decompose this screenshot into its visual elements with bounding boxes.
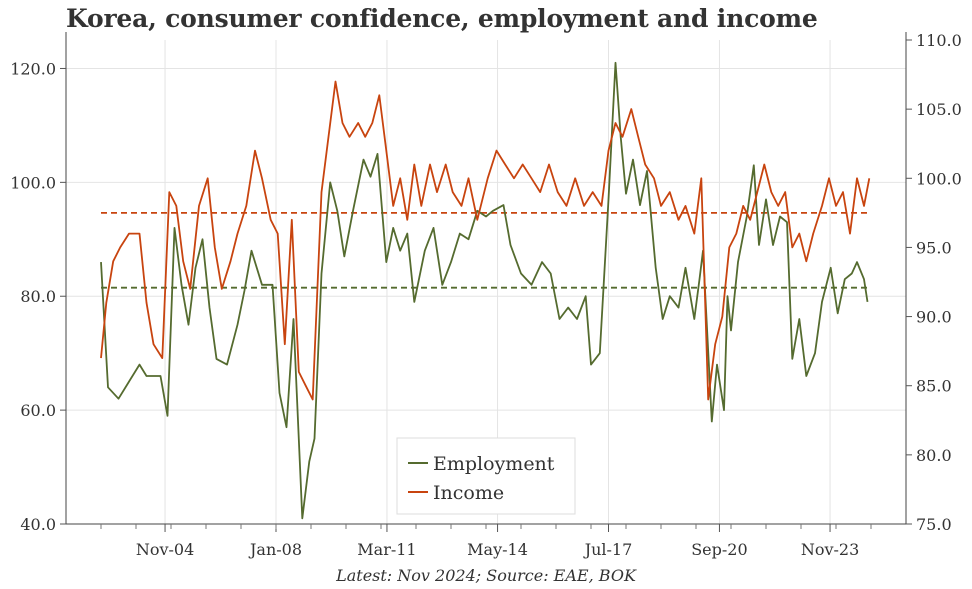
left-tick-label: 60.0 [20, 401, 56, 420]
right-tick-label: 75.0 [916, 515, 952, 534]
x-tick-label: Nov-23 [801, 540, 859, 559]
right-tick-label: 85.0 [916, 377, 952, 396]
series-lines [100, 61, 871, 520]
x-axis-ticks: Nov-04 Jan-08 Mar-11 May-14 Jul-17 Sep-20 Nov-… [100, 524, 872, 559]
right-tick-label: 110.0 [916, 31, 962, 50]
series-line-income [100, 80, 871, 401]
series-line-employment [100, 61, 869, 520]
legend-label-employment: Employment [433, 453, 555, 475]
chart-title: Korea, consumer confidence, employment a… [66, 4, 818, 33]
left-tick-label: 100.0 [10, 173, 56, 192]
x-tick-label: Sep-20 [691, 540, 747, 559]
grid-lines [66, 40, 906, 525]
right-tick-label: 100.0 [916, 169, 962, 188]
legend: Employment Income [396, 437, 576, 515]
x-tick-label: Jul-17 [583, 540, 633, 559]
right-tick-label: 90.0 [916, 308, 952, 327]
legend-label-income: Income [433, 482, 504, 504]
legend-box [396, 437, 576, 515]
right-tick-label: 105.0 [916, 100, 962, 119]
x-tick-label: Jan-08 [248, 540, 302, 559]
right-tick-label: 80.0 [916, 446, 952, 465]
right-axis-ticks: 75.0 80.0 85.0 90.0 95.0 100.0 105.0 110.0 [906, 31, 962, 534]
right-tick-label: 95.0 [916, 238, 952, 257]
x-tick-label: Mar-11 [357, 540, 416, 559]
left-tick-label: 120.0 [10, 59, 56, 78]
left-tick-label: 80.0 [20, 287, 56, 306]
left-tick-label: 40.0 [20, 515, 56, 534]
x-tick-label: May-14 [467, 540, 528, 559]
source-footnote: Latest: Nov 2024; Source: EAE, BOK [336, 566, 636, 585]
average-lines [101, 211, 870, 289]
left-axis-ticks: 40.0 60.0 80.0 100.0 120.0 [10, 59, 66, 534]
x-tick-label: Nov-04 [136, 540, 194, 559]
